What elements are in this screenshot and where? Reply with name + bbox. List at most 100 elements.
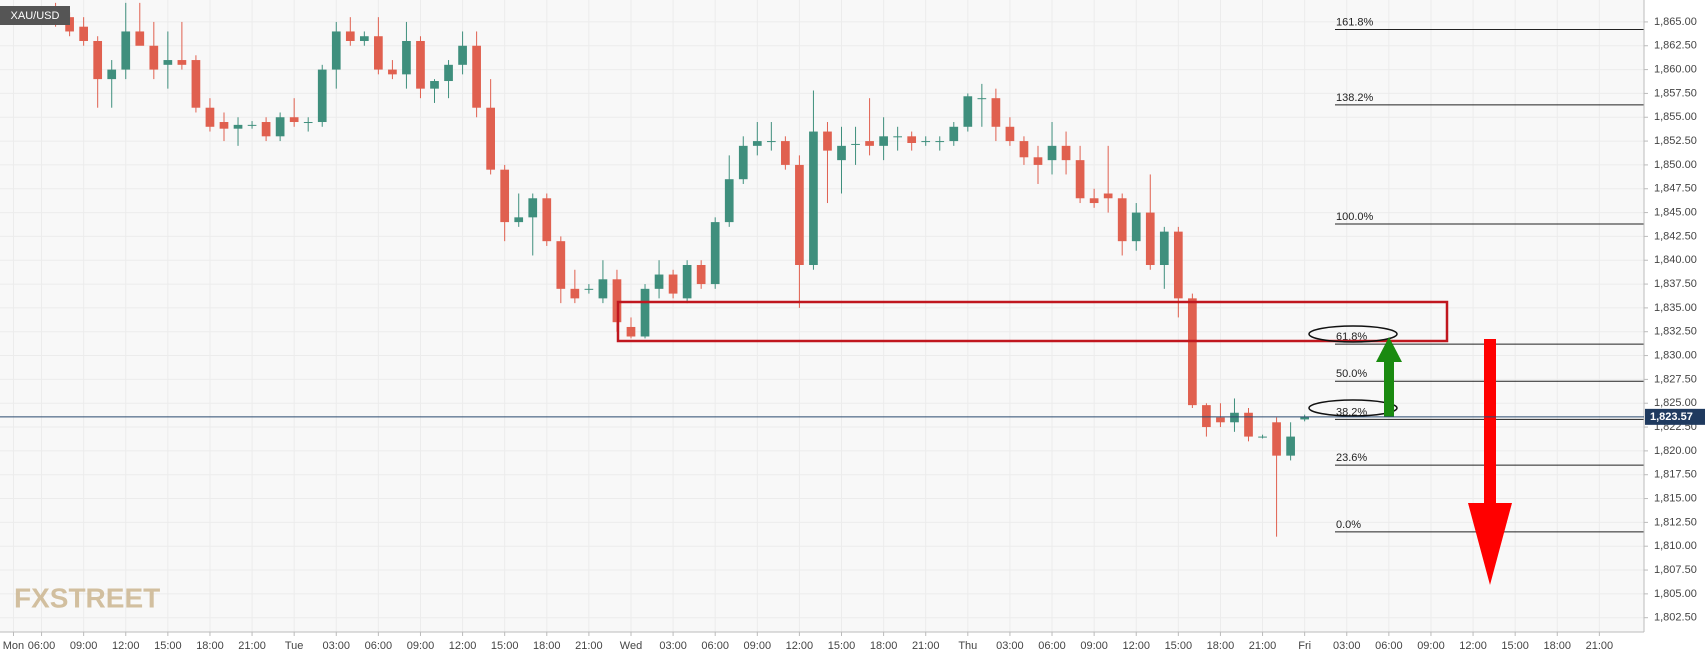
candle-body	[724, 179, 734, 223]
candle-body	[738, 145, 748, 180]
x-tick-label: Mon	[3, 640, 24, 652]
candle-body	[696, 265, 706, 285]
candle-body	[710, 222, 720, 285]
last-price-label: 1,823.57	[1650, 411, 1693, 423]
candle-body	[388, 69, 397, 75]
candle-body	[107, 69, 117, 80]
x-tick-label: 15:00	[154, 640, 182, 652]
candle-body	[1244, 412, 1253, 437]
x-tick-label: 09:00	[744, 640, 772, 652]
candle-body	[991, 98, 1001, 127]
y-tick-label: 1,847.50	[1654, 183, 1697, 195]
candle-body	[542, 198, 552, 242]
x-tick-label: 09:00	[1080, 640, 1108, 652]
candle-body	[1019, 141, 1029, 158]
x-tick-label: 18:00	[1544, 640, 1572, 652]
candle-body	[1131, 212, 1141, 242]
x-tick-label: 06:00	[1038, 640, 1066, 652]
watermark: FXSTREET	[14, 582, 160, 613]
candle-body	[79, 26, 88, 41]
y-tick-label: 1,802.50	[1654, 612, 1697, 624]
x-tick-label: 06:00	[28, 640, 56, 652]
candle-body	[809, 131, 818, 266]
x-tick-label: 09:00	[70, 640, 98, 652]
candle-body	[1117, 198, 1127, 242]
candle-body	[795, 164, 804, 266]
candle-body	[430, 81, 439, 89]
candle-body	[612, 279, 622, 323]
symbol: XAU/USD	[11, 10, 60, 22]
candle-body	[823, 131, 832, 151]
candle-body	[261, 122, 271, 137]
y-tick-label: 1,832.50	[1654, 326, 1697, 338]
candle-body	[1145, 212, 1155, 266]
y-tick-label: 1,810.00	[1654, 540, 1697, 552]
fib-label: 100.0%	[1336, 211, 1374, 223]
candle-body	[402, 40, 411, 75]
candle-body	[528, 198, 538, 218]
candle-body	[359, 36, 369, 41]
y-tick-label: 1,860.00	[1654, 63, 1697, 75]
candle-body	[893, 136, 902, 138]
candle-body	[121, 31, 131, 70]
candle-body	[570, 288, 580, 299]
x-tick-label: 18:00	[196, 640, 224, 652]
y-tick-label: 1,865.00	[1654, 16, 1697, 28]
candle-body	[149, 45, 159, 70]
candle-body	[135, 31, 145, 46]
candle-body	[1075, 160, 1085, 199]
candle-body	[317, 69, 327, 123]
y-tick-label: 1,825.00	[1654, 397, 1697, 409]
candle-body	[977, 98, 987, 100]
candle-body	[500, 169, 510, 223]
candle-body	[963, 96, 973, 127]
x-tick-label: 18:00	[1207, 640, 1235, 652]
candle-body	[1216, 417, 1225, 423]
x-tick-label: 06:00	[701, 640, 729, 652]
candle-body	[233, 124, 243, 129]
x-tick-label: 12:00	[786, 640, 814, 652]
candle-body	[654, 274, 664, 289]
candle-body	[752, 141, 762, 146]
y-tick-label: 1,812.50	[1654, 516, 1697, 528]
candle-body	[907, 136, 917, 143]
fib-label: 0.0%	[1336, 519, 1361, 531]
candle-body	[374, 36, 383, 70]
candle-body	[879, 136, 888, 146]
symbol-box	[0, 6, 70, 25]
y-tick-label: 1,817.50	[1654, 469, 1697, 481]
y-tick-label: 1,805.00	[1654, 588, 1697, 600]
x-tick-label: 03:00	[659, 640, 687, 652]
candle-body	[1258, 436, 1267, 438]
candle-body	[766, 141, 776, 143]
x-tick-label: 21:00	[912, 640, 940, 652]
x-tick-label: 12:00	[449, 640, 477, 652]
y-tick-label: 1,820.00	[1654, 445, 1697, 457]
x-tick-label: Wed	[620, 640, 642, 652]
candle-body	[219, 122, 229, 129]
x-tick-label: 03:00	[996, 640, 1024, 652]
fib-label: 138.2%	[1336, 92, 1374, 104]
up-arrow-shaft	[1384, 360, 1394, 417]
candle-body	[1033, 157, 1043, 165]
candle-body	[1272, 422, 1281, 456]
candle-body	[289, 117, 299, 123]
candle-body	[935, 141, 945, 143]
y-tick-label: 1,862.50	[1654, 40, 1697, 52]
candle-body	[682, 265, 692, 299]
candle-body	[93, 40, 103, 80]
x-tick-label: 09:00	[407, 640, 435, 652]
candle-body	[275, 117, 285, 137]
candle-body	[598, 279, 608, 299]
x-tick-label: 18:00	[870, 640, 898, 652]
x-tick-label: 21:00	[1586, 640, 1614, 652]
down-arrow-head	[1468, 503, 1512, 585]
annotations	[616, 300, 1512, 585]
y-tick-label: 1,830.00	[1654, 349, 1697, 361]
y-tick-label: 1,807.50	[1654, 564, 1697, 576]
candle-body	[163, 60, 173, 65]
candle-body	[205, 107, 215, 127]
x-tick-label: 15:00	[1165, 640, 1193, 652]
fib-label: 161.8%	[1336, 16, 1374, 28]
